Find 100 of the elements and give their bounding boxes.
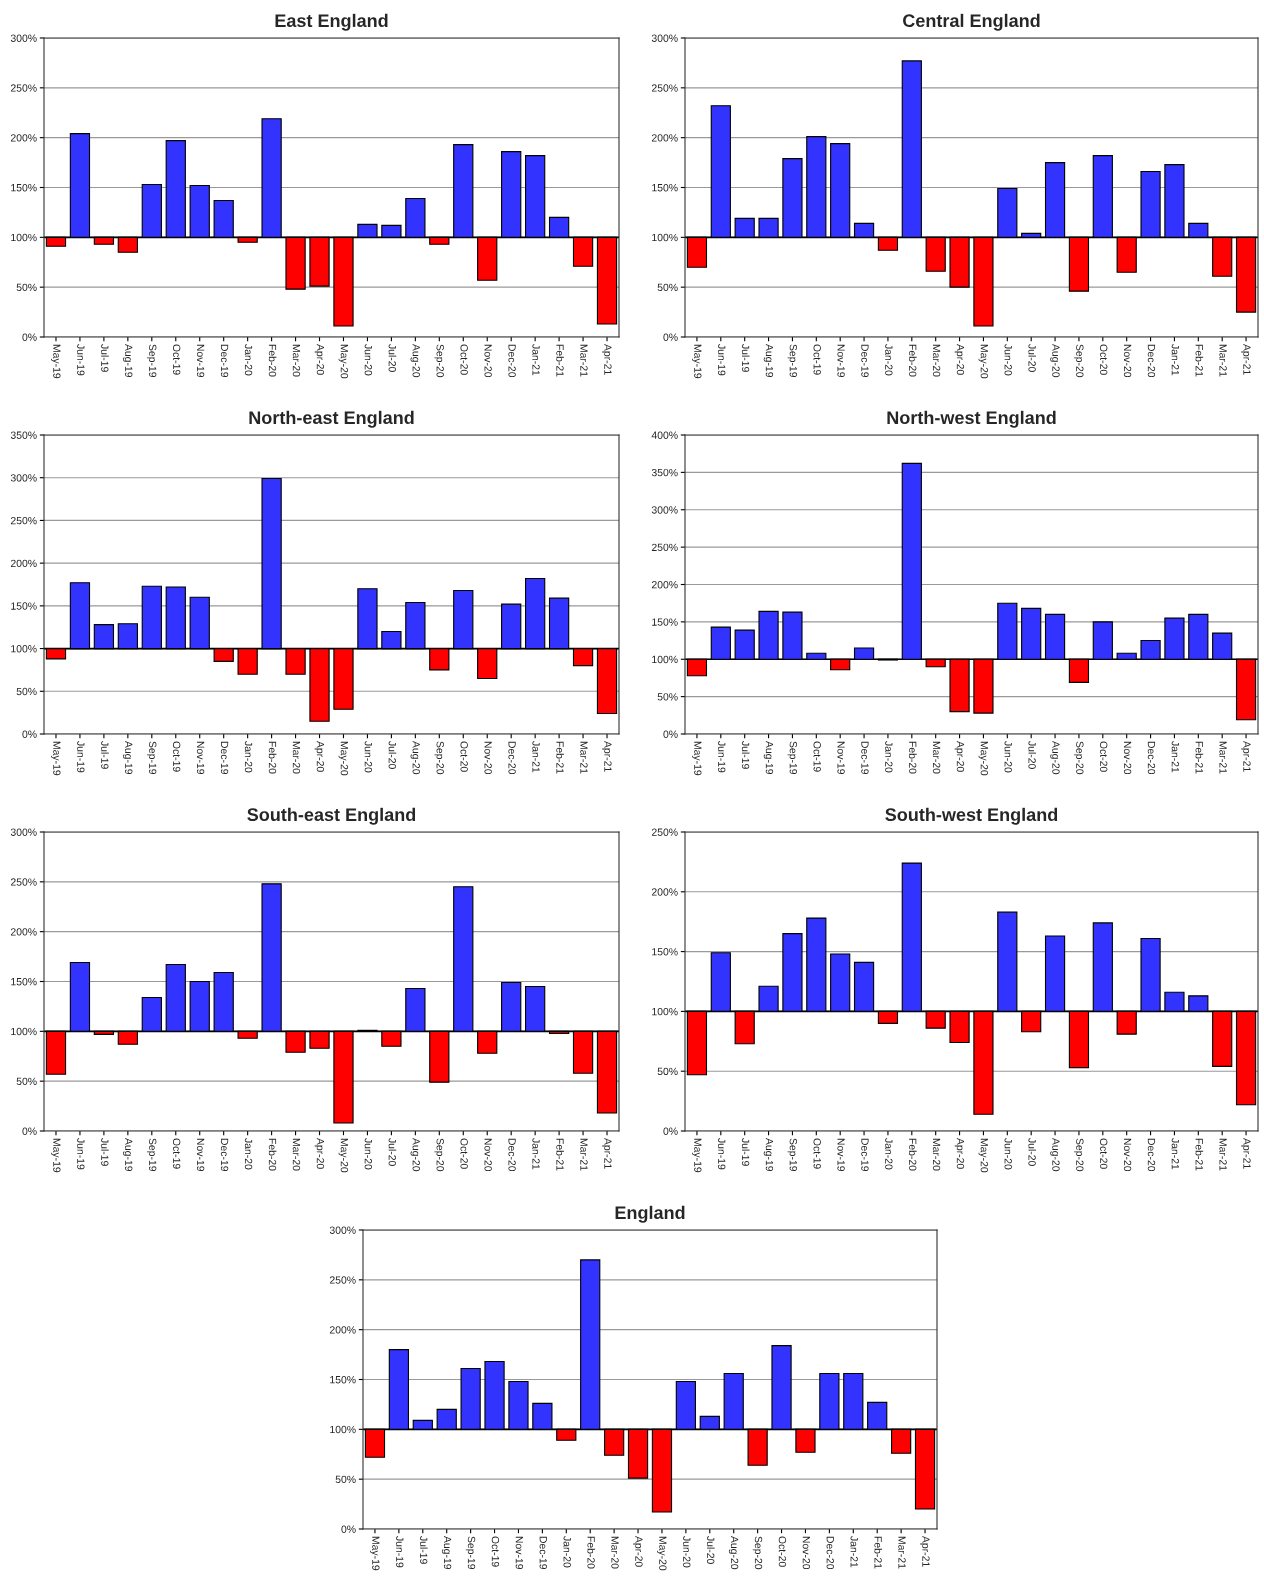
- x-tick-label: Jul-19: [741, 1138, 750, 1166]
- x-tick-label: Jul-19: [101, 1138, 109, 1166]
- x-tick-label: Oct-19: [172, 344, 181, 375]
- chart-title: Central England: [903, 13, 1040, 31]
- y-tick-label: 400%: [651, 431, 678, 439]
- y-tick-label: 150%: [652, 184, 678, 192]
- x-tick-label: Jul-19: [420, 1536, 428, 1564]
- x-tick-label: Mar-20: [611, 1536, 619, 1569]
- y-tick-label: 250%: [651, 828, 678, 836]
- y-tick-label: 300%: [10, 828, 37, 836]
- x-tick-label: Dec-19: [539, 1536, 547, 1570]
- x-tick-label: Nov-20: [1123, 344, 1132, 378]
- x-tick-label: Apr-21: [602, 1137, 612, 1169]
- y-tick-label: 200%: [329, 1326, 356, 1334]
- x-tick-label: Jun-19: [77, 344, 85, 376]
- x-tick-label: Mar-21: [1219, 741, 1227, 774]
- x-tick-label: Dec-20: [1147, 741, 1156, 775]
- x-tick-label: Dec-19: [220, 344, 229, 378]
- x-tick-label: Sep-20: [1074, 1138, 1084, 1172]
- x-tick-label: Jun-19: [718, 344, 726, 376]
- y-tick-label: 350%: [651, 468, 678, 477]
- x-tick-label: Jan-20: [563, 1536, 571, 1568]
- y-tick-label: 0%: [22, 1127, 37, 1135]
- x-tick-label: Dec-20: [826, 1536, 834, 1570]
- x-tick-label: Oct-19: [491, 1536, 500, 1567]
- x-tick-label: Nov-19: [196, 741, 205, 775]
- y-tick-label: 150%: [11, 184, 37, 192]
- x-tick-label: Aug-20: [410, 343, 420, 378]
- y-tick-label: 100%: [11, 1027, 37, 1036]
- x-tick-label: Apr-21: [602, 740, 612, 772]
- x-tick-label: Aug-19: [123, 1137, 133, 1172]
- x-tick-label: Aug-19: [763, 740, 774, 775]
- x-tick-label: Jun-19: [77, 741, 85, 773]
- x-tick-label: May-19: [692, 344, 702, 379]
- y-tick-label: 100%: [652, 655, 678, 664]
- x-tick-label: Mar-21: [898, 1536, 906, 1569]
- x-tick-label: Dec-19: [861, 1138, 869, 1172]
- x-tick-label: Jan-20: [885, 1138, 893, 1170]
- x-tick-label: Jan-21: [1171, 344, 1180, 376]
- y-tick-label: 250%: [10, 516, 37, 525]
- x-tick-label: Oct-19: [813, 1138, 821, 1169]
- x-tick-label: May-20: [657, 1536, 667, 1571]
- x-tick-label: Dec-20: [1147, 344, 1156, 378]
- x-tick-label: Aug-20: [410, 740, 420, 775]
- y-tick-label: 100%: [330, 1425, 356, 1434]
- y-tick-label: 300%: [651, 34, 678, 42]
- x-tick-label: Oct-20: [460, 1138, 468, 1169]
- y-tick-label: 50%: [657, 283, 678, 292]
- x-tick-label: Feb-20: [909, 741, 917, 774]
- x-tick-label: Apr-21: [1241, 1137, 1251, 1169]
- x-tick-label: Jun-20: [1004, 741, 1012, 773]
- x-tick-label: Dec-20: [508, 741, 516, 775]
- y-tick-label: 150%: [11, 978, 37, 986]
- x-tick-label: Jul-20: [1028, 1138, 1037, 1166]
- x-tick-label: Oct-19: [172, 1138, 181, 1169]
- x-tick-label: Feb-20: [909, 1138, 917, 1171]
- y-tick-label: 50%: [16, 283, 37, 292]
- x-tick-label: Nov-20: [802, 1536, 811, 1570]
- x-tick-label: Jun-19: [396, 1536, 404, 1568]
- y-tick-label: 250%: [329, 1276, 356, 1284]
- y-tick-label: 200%: [651, 888, 678, 896]
- x-tick-label: May-19: [51, 741, 61, 776]
- x-tick-label: May-19: [692, 1138, 702, 1173]
- y-tick-label: 300%: [10, 474, 37, 482]
- y-tick-label: 200%: [651, 581, 678, 589]
- x-tick-label: Mar-20: [932, 344, 941, 377]
- x-tick-label: Jan-21: [532, 344, 540, 376]
- x-tick-label: Nov-20: [1123, 741, 1132, 775]
- x-tick-label: Apr-20: [314, 740, 325, 772]
- y-tick-label: 50%: [16, 1077, 37, 1086]
- x-tick-label: May-20: [338, 1138, 349, 1173]
- x-tick-label: Nov-19: [196, 1138, 205, 1172]
- x-tick-label: Jun-20: [364, 1138, 373, 1170]
- x-tick-label: Nov-20: [1123, 1138, 1132, 1172]
- y-tick-label: 150%: [11, 602, 37, 610]
- y-tick-label: 0%: [341, 1525, 356, 1533]
- x-tick-label: Sep-20: [434, 1138, 444, 1172]
- x-tick-label: Feb-21: [1195, 741, 1204, 774]
- x-tick-label: Apr-20: [314, 1137, 325, 1169]
- y-tick-label: 200%: [651, 134, 678, 142]
- x-tick-label: Aug-20: [1050, 343, 1060, 378]
- x-tick-label: Dec-20: [508, 344, 516, 378]
- y-tick-label: 200%: [10, 134, 37, 142]
- x-tick-label: Jan-21: [532, 741, 540, 773]
- x-tick-label: Feb-21: [1195, 1138, 1204, 1171]
- y-tick-label: 250%: [10, 878, 37, 886]
- x-tick-label: Jul-20: [1028, 741, 1037, 769]
- x-tick-label: Jun-20: [1004, 344, 1012, 376]
- y-tick-label: 50%: [657, 693, 678, 701]
- x-tick-label: Dec-20: [1147, 1138, 1156, 1172]
- y-tick-label: 0%: [22, 730, 37, 738]
- x-tick-label: Jun-19: [718, 1138, 726, 1170]
- x-tick-label: Jul-19: [741, 741, 750, 769]
- x-tick-label: Jan-20: [244, 344, 253, 376]
- x-tick-label: Aug-20: [1050, 1137, 1060, 1172]
- x-tick-label: Oct-20: [778, 1536, 787, 1567]
- x-tick-label: Jul-20: [707, 1536, 715, 1564]
- x-tick-label: Aug-20: [410, 1137, 420, 1172]
- y-tick-label: 50%: [16, 687, 37, 696]
- chart-title: England: [615, 1205, 685, 1223]
